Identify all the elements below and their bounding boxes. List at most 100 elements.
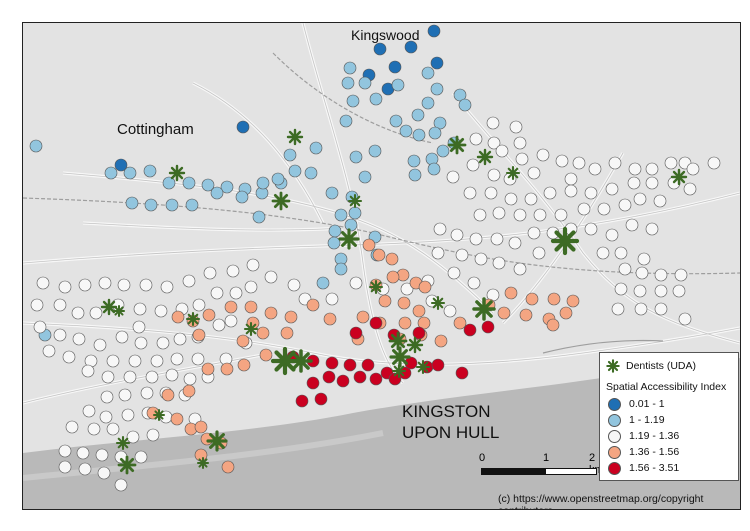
accessibility-point — [369, 92, 383, 106]
accessibility-point — [194, 420, 208, 434]
accessibility-point — [226, 264, 240, 278]
accessibility-point — [306, 376, 320, 390]
accessibility-point — [203, 266, 217, 280]
accessibility-point — [283, 148, 297, 162]
accessibility-point — [446, 170, 460, 184]
accessibility-point — [515, 152, 529, 166]
accessibility-point — [508, 236, 522, 250]
accessibility-point — [654, 268, 668, 282]
legend-dentists-row: Dentists (UDA) — [606, 359, 696, 373]
accessibility-point — [343, 358, 357, 372]
accessibility-point — [411, 108, 425, 122]
accessibility-point — [328, 224, 342, 238]
dentist-marker — [476, 148, 494, 166]
accessibility-point — [487, 168, 501, 182]
dentist-marker — [430, 295, 446, 311]
accessibility-point — [81, 364, 95, 378]
scale-bar-black — [481, 468, 545, 475]
accessibility-point — [58, 444, 72, 458]
legend-dentists-label: Dentists (UDA) — [626, 360, 697, 372]
accessibility-point — [264, 270, 278, 284]
accessibility-point — [343, 61, 357, 75]
accessibility-point — [584, 186, 598, 200]
accessibility-point — [202, 308, 216, 322]
accessibility-point — [115, 330, 129, 344]
accessibility-point — [78, 462, 92, 476]
accessibility-point — [65, 420, 79, 434]
dentist-marker — [117, 455, 137, 475]
accessibility-point — [645, 162, 659, 176]
legend-range-4: 1.36 - 1.56 — [629, 446, 680, 458]
accessibility-point — [229, 286, 243, 300]
accessibility-point — [653, 194, 667, 208]
accessibility-point — [106, 422, 120, 436]
accessibility-point — [33, 320, 47, 334]
accessibility-point — [547, 292, 561, 306]
accessibility-point — [492, 256, 506, 270]
accessibility-point — [185, 198, 199, 212]
accessibility-point — [450, 228, 464, 242]
dentist-marker — [415, 359, 431, 375]
dentist-marker — [185, 311, 201, 327]
accessibility-point — [244, 300, 258, 314]
accessibility-point — [36, 276, 50, 290]
accessibility-point — [404, 40, 418, 54]
accessibility-point — [212, 318, 226, 332]
accessibility-point — [117, 278, 131, 292]
accessibility-point — [436, 144, 450, 158]
accessibility-point — [256, 176, 270, 190]
accessibility-point — [597, 202, 611, 216]
accessibility-point — [316, 276, 330, 290]
accessibility-point — [536, 148, 550, 162]
accessibility-point — [161, 388, 175, 402]
accessibility-point — [605, 228, 619, 242]
accessibility-point — [100, 390, 114, 404]
accessibility-point — [134, 450, 148, 464]
accessibility-point — [362, 238, 376, 252]
accessibility-point — [372, 248, 386, 262]
accessibility-point — [369, 372, 383, 386]
accessibility-point — [389, 114, 403, 128]
dentist-marker — [286, 128, 304, 146]
accessibility-point — [165, 198, 179, 212]
accessibility-point — [513, 136, 527, 150]
accessibility-point — [481, 320, 495, 334]
hull-label-line2: UPON HULL — [402, 423, 500, 442]
accessibility-point — [201, 362, 215, 376]
accessibility-point — [280, 326, 294, 340]
accessibility-point — [645, 222, 659, 236]
accessibility-point — [421, 66, 435, 80]
accessibility-point — [399, 124, 413, 138]
accessibility-point — [358, 170, 372, 184]
legend-class-2: 1 - 1.19 — [606, 413, 665, 427]
accessibility-point — [106, 354, 120, 368]
accessibility-point — [417, 316, 431, 330]
accessibility-point — [634, 302, 648, 316]
accessibility-point — [358, 76, 372, 90]
accessibility-point — [144, 198, 158, 212]
accessibility-point — [170, 412, 184, 426]
accessibility-point — [325, 186, 339, 200]
accessibility-point — [625, 218, 639, 232]
accessibility-point — [463, 323, 477, 337]
dentist-marker — [472, 297, 496, 321]
accessibility-point — [490, 232, 504, 246]
accessibility-point — [210, 286, 224, 300]
accessibility-point — [635, 266, 649, 280]
accessibility-point — [386, 270, 400, 284]
accessibility-point — [559, 306, 573, 320]
accessibility-point — [121, 408, 135, 422]
accessibility-point — [678, 312, 692, 326]
legend-swatch-2 — [608, 413, 621, 427]
accessibility-point — [58, 460, 72, 474]
accessibility-point — [618, 198, 632, 212]
accessibility-point — [509, 120, 523, 134]
accessibility-point — [513, 208, 527, 222]
dentist-marker — [206, 430, 228, 452]
accessibility-point — [146, 428, 160, 442]
accessibility-point — [29, 139, 43, 153]
accessibility-point — [453, 88, 467, 102]
accessibility-point — [654, 302, 668, 316]
accessibility-point — [97, 466, 111, 480]
accessibility-point — [304, 166, 318, 180]
